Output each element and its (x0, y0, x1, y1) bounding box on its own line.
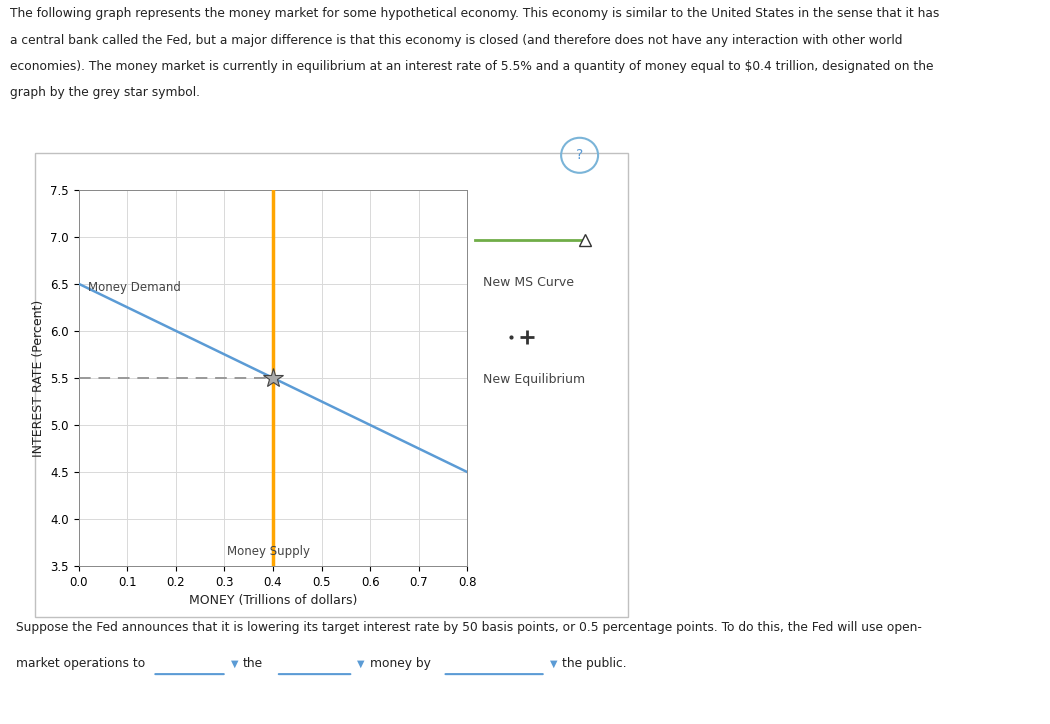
Text: ▼: ▼ (357, 659, 364, 669)
Y-axis label: INTEREST RATE (Percent): INTEREST RATE (Percent) (32, 299, 45, 457)
Text: ?: ? (576, 148, 583, 162)
Text: graph by the grey star symbol.: graph by the grey star symbol. (10, 86, 201, 99)
Text: ▼: ▼ (231, 659, 238, 669)
Text: economies). The money market is currently in equilibrium at an interest rate of : economies). The money market is currentl… (10, 60, 934, 73)
Text: Money Supply: Money Supply (227, 545, 310, 558)
Text: the: the (243, 657, 264, 670)
Text: Suppose the Fed announces that it is lowering its target interest rate by 50 bas: Suppose the Fed announces that it is low… (16, 621, 922, 634)
Text: the public.: the public. (562, 657, 627, 670)
Text: New MS Curve: New MS Curve (483, 276, 574, 289)
Text: ▼: ▼ (550, 659, 558, 669)
Text: market operations to: market operations to (16, 657, 145, 670)
Text: Money Demand: Money Demand (88, 282, 182, 295)
Text: The following graph represents the money market for some hypothetical economy. T: The following graph represents the money… (10, 7, 940, 20)
X-axis label: MONEY (Trillions of dollars): MONEY (Trillions of dollars) (189, 594, 357, 607)
Text: money by: money by (370, 657, 430, 670)
Text: a central bank called the Fed, but a major difference is that this economy is cl: a central bank called the Fed, but a maj… (10, 33, 903, 46)
Text: New Equilibrium: New Equilibrium (483, 374, 585, 387)
